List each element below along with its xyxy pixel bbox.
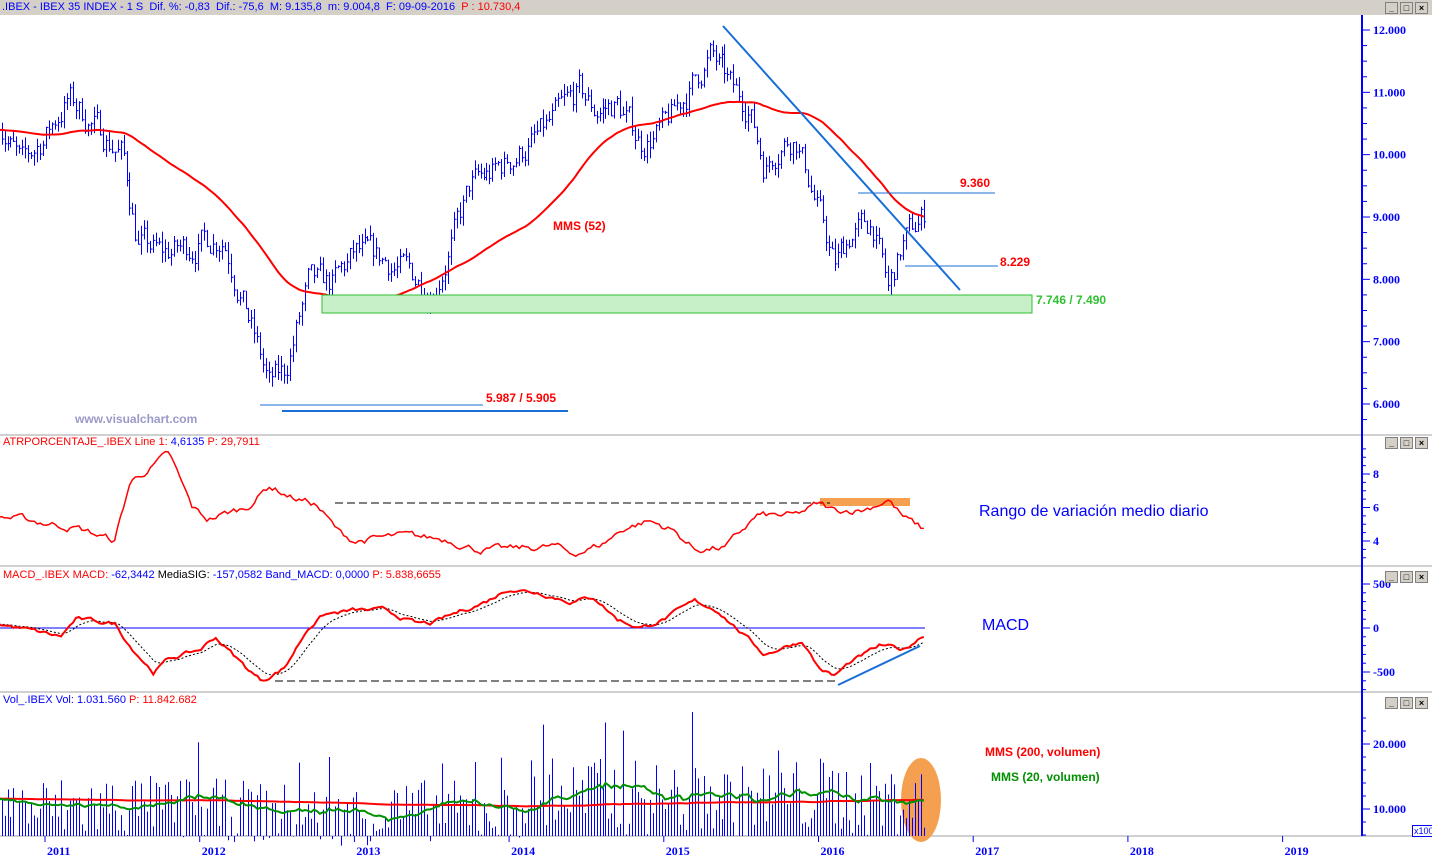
- atr-name: ATRPORCENTAJE_.IBEX Line 1:: [3, 436, 168, 448]
- atr-value: 4,6135: [170, 436, 205, 448]
- volume-axis-label: 20.000: [1373, 737, 1406, 751]
- label-8229: 8.229: [1000, 255, 1030, 269]
- minimize-button[interactable]: _: [1385, 2, 1398, 14]
- volume-axis-label: 10.000: [1373, 802, 1406, 816]
- maximize-button[interactable]: □: [1400, 2, 1413, 14]
- vol-name: Vol_.IBEX Vol:: [3, 694, 74, 706]
- minimize-button[interactable]: _: [1385, 571, 1398, 583]
- macd-name: MACD_.IBEX MACD:: [3, 569, 109, 581]
- date: F: 09-09-2016: [386, 1, 456, 13]
- price-axis-label: 6.000: [1373, 397, 1400, 411]
- price-axis-label: 8.000: [1373, 272, 1400, 286]
- atr-legend: ATRPORCENTAJE_.IBEX Line 1: 4,6135 P: 29…: [3, 436, 260, 449]
- macd-sig: -157,0582: [212, 569, 263, 581]
- main-window-buttons: _ □ ×: [1385, 2, 1428, 14]
- atr-window-buttons: _ □ ×: [1385, 437, 1428, 449]
- price: P : 10.730,4: [461, 1, 521, 13]
- volume-mms20-line: [0, 781, 925, 823]
- label-mms200-vol: MMS (200, volumen): [985, 745, 1100, 759]
- label-mms20-vol: MMS (20, volumen): [991, 770, 1100, 784]
- close-button[interactable]: ×: [1415, 2, 1428, 14]
- symbol: .IBEX - IBEX 35 INDEX - 1 S: [2, 1, 144, 13]
- price-axis-label: 9.000: [1373, 210, 1400, 224]
- macd-window-buttons: _ □ ×: [1385, 571, 1428, 583]
- minimize-button[interactable]: _: [1385, 437, 1398, 449]
- close-button[interactable]: ×: [1415, 437, 1428, 449]
- mms52-line: [0, 100, 925, 299]
- atr-highlight: [820, 498, 910, 506]
- x-axis-label: 2011: [47, 844, 70, 857]
- x-axis-label: 2013: [356, 844, 380, 857]
- atr-line: [0, 450, 924, 558]
- macd-sig-label: MediaSIG:: [157, 569, 210, 581]
- macd-p: P: 5.838,6655: [372, 569, 441, 581]
- vol-p: P: 11.842.682: [129, 694, 197, 706]
- maximize-button[interactable]: □: [1400, 437, 1413, 449]
- atr-p: P: 29,7911: [207, 436, 260, 448]
- dif: Dif.: -75,6: [216, 1, 264, 13]
- atr-axis-label: 8: [1373, 467, 1379, 481]
- vol-value: 1.031.560: [77, 694, 126, 706]
- close-button[interactable]: ×: [1415, 697, 1428, 709]
- max: M: 9.135,8: [269, 1, 322, 13]
- macd-divergence-line: [837, 645, 921, 686]
- minimize-button[interactable]: _: [1385, 697, 1398, 709]
- label-support: 7.746 / 7.490: [1036, 293, 1106, 307]
- vol-window-buttons: _ □ ×: [1385, 697, 1428, 709]
- atr-axis-label: 4: [1373, 534, 1379, 548]
- x-axis-label: 2015: [666, 844, 690, 857]
- macd-signal-line: [0, 591, 925, 676]
- maximize-button[interactable]: □: [1400, 571, 1413, 583]
- label-9360: 9.360: [960, 176, 990, 190]
- min: m: 9.004,8: [327, 1, 380, 13]
- x-axis-label: 2014: [511, 844, 535, 857]
- x-axis-label: 2019: [1285, 844, 1309, 857]
- macd-band: Band_MACD: 0,0000: [265, 569, 370, 581]
- label-low: 5.987 / 5.905: [486, 391, 556, 405]
- atr-axis-label: 6: [1373, 501, 1379, 515]
- label-mms52: MMS (52): [553, 219, 606, 233]
- close-button[interactable]: ×: [1415, 571, 1428, 583]
- watermark: www.visualchart.com: [74, 412, 197, 426]
- maximize-button[interactable]: □: [1400, 697, 1413, 709]
- quote-header: .IBEX - IBEX 35 INDEX - 1 S Dif. %: -0,8…: [2, 1, 520, 14]
- volume-mms200-line: [0, 797, 924, 808]
- macd-note: MACD: [982, 617, 1030, 634]
- price-axis-label: 7.000: [1373, 335, 1400, 349]
- x-axis-label: 2017: [975, 844, 999, 857]
- title-bar: .IBEX - IBEX 35 INDEX - 1 S Dif. %: -0,8…: [0, 0, 1432, 15]
- macd-axis-label: -500: [1373, 665, 1395, 679]
- price-axis-label: 12.000: [1373, 23, 1406, 37]
- macd-value: -62,3442: [111, 569, 155, 581]
- atr-note: Rango de variación medio diario: [979, 503, 1209, 520]
- price-axis-label: 10.000: [1373, 148, 1406, 162]
- macd-axis-label: 0: [1373, 621, 1379, 635]
- macd-legend: MACD_.IBEX MACD: -62,3442 MediaSIG: -157…: [3, 569, 441, 582]
- bearish-trendline: [722, 25, 961, 291]
- x-axis-label: 2018: [1130, 844, 1154, 857]
- x-axis-label: 2012: [202, 844, 226, 857]
- macd-line: [0, 589, 925, 682]
- support-zone: [321, 294, 1033, 314]
- vol-legend: Vol_.IBEX Vol: 1.031.560 P: 11.842.682: [3, 694, 197, 707]
- x-axis-label: 2016: [821, 844, 845, 857]
- dif-pct: Dif. %: -0,83: [149, 1, 210, 13]
- price-axis-label: 11.000: [1373, 85, 1405, 99]
- volume-multiplier: x100: [1412, 825, 1432, 837]
